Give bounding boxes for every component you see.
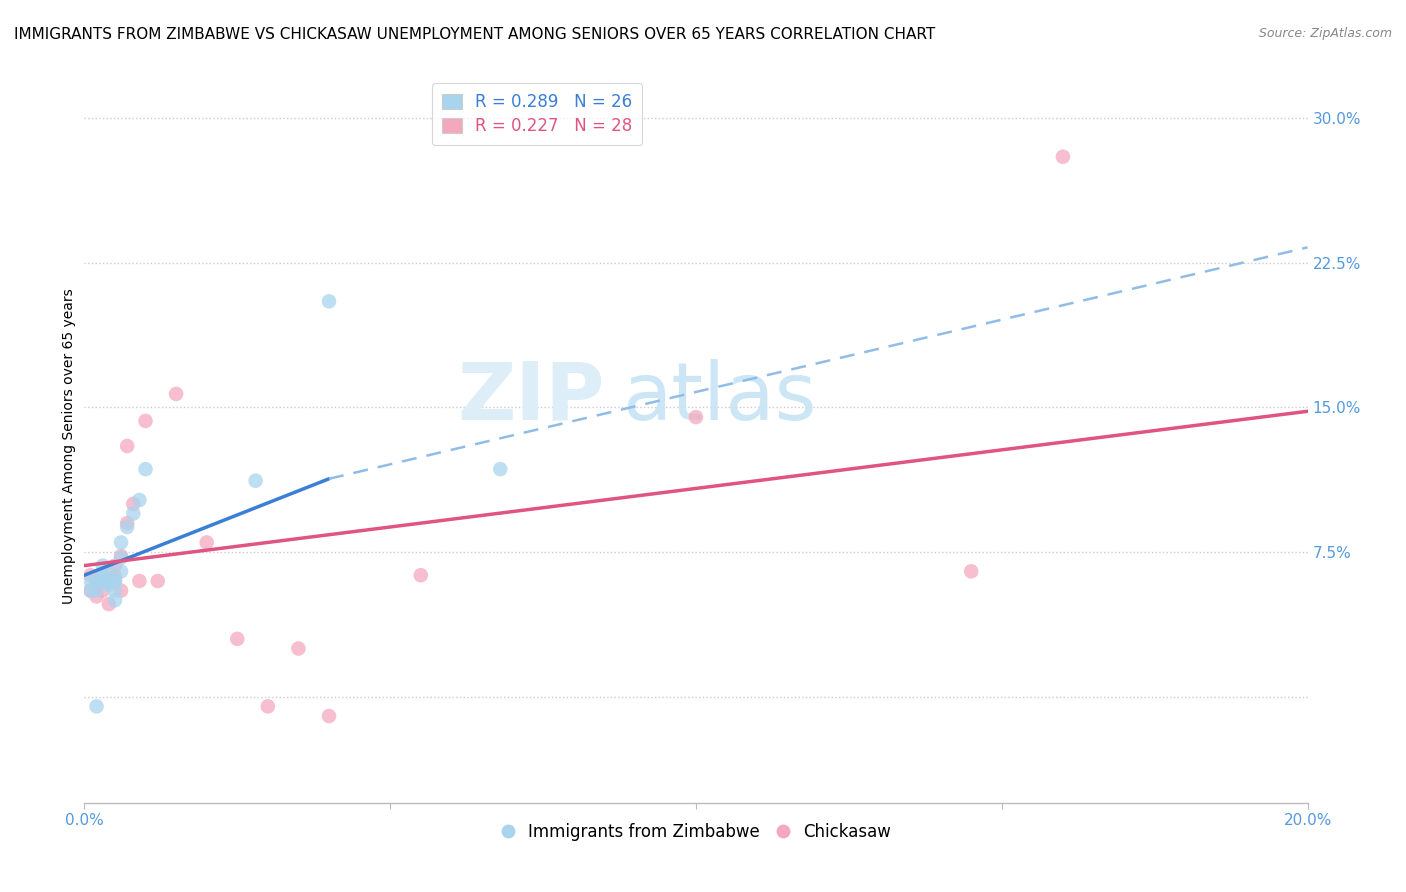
Point	[135, 462, 157, 476]
Point	[104, 583, 127, 598]
Point	[79, 583, 101, 598]
Point	[91, 568, 114, 582]
Point	[97, 578, 120, 592]
Text: ZIP: ZIP	[457, 359, 605, 437]
Point	[97, 565, 120, 579]
Point	[1052, 150, 1074, 164]
Point	[960, 565, 983, 579]
Text: IMMIGRANTS FROM ZIMBABWE VS CHICKASAW UNEMPLOYMENT AMONG SENIORS OVER 65 YEARS C: IMMIGRANTS FROM ZIMBABWE VS CHICKASAW UN…	[14, 27, 935, 42]
Point	[685, 410, 707, 425]
Point	[257, 699, 280, 714]
Point	[110, 535, 132, 549]
Text: atlas: atlas	[623, 359, 817, 437]
Point	[86, 590, 108, 604]
Y-axis label: Unemployment Among Seniors over 65 years: Unemployment Among Seniors over 65 years	[62, 288, 76, 604]
Point	[91, 558, 114, 573]
Point	[226, 632, 249, 646]
Point	[97, 574, 120, 588]
Point	[110, 550, 132, 565]
Point	[104, 593, 127, 607]
Point	[86, 583, 108, 598]
Point	[135, 414, 157, 428]
Point	[110, 565, 132, 579]
Point	[79, 583, 101, 598]
Point	[104, 570, 127, 584]
Point	[115, 520, 138, 534]
Point	[110, 549, 132, 563]
Point	[91, 574, 114, 588]
Point	[489, 462, 512, 476]
Point	[128, 493, 150, 508]
Point	[245, 474, 267, 488]
Point	[165, 387, 187, 401]
Point	[91, 574, 114, 588]
Point	[91, 568, 114, 582]
Point	[86, 699, 108, 714]
Point	[287, 641, 309, 656]
Point	[128, 574, 150, 588]
Point	[409, 568, 432, 582]
Point	[97, 597, 120, 611]
Point	[122, 497, 145, 511]
Point	[318, 709, 340, 723]
Point	[86, 578, 108, 592]
Point	[110, 583, 132, 598]
Point	[115, 439, 138, 453]
Point	[115, 516, 138, 530]
Text: Source: ZipAtlas.com: Source: ZipAtlas.com	[1258, 27, 1392, 40]
Legend: Immigrants from Zimbabwe, Chickasaw: Immigrants from Zimbabwe, Chickasaw	[495, 817, 897, 848]
Point	[79, 574, 101, 588]
Point	[104, 574, 127, 588]
Point	[318, 294, 340, 309]
Point	[146, 574, 169, 588]
Point	[104, 574, 127, 588]
Point	[86, 574, 108, 588]
Point	[122, 507, 145, 521]
Point	[195, 535, 218, 549]
Point	[97, 574, 120, 588]
Point	[79, 568, 101, 582]
Point	[91, 583, 114, 598]
Point	[104, 558, 127, 573]
